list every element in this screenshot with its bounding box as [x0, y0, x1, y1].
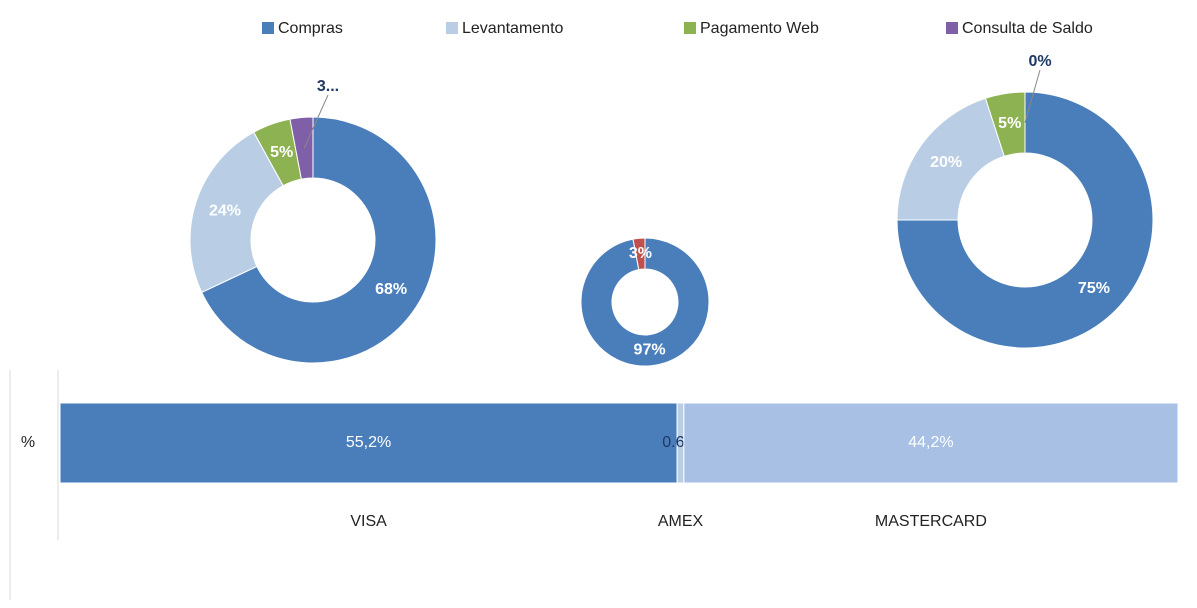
legend-label: Levantamento — [462, 20, 564, 37]
leader-line — [303, 94, 329, 149]
legend-label: Consulta de Saldo — [962, 20, 1093, 37]
x-tick-label: AMEX — [658, 513, 704, 530]
legend-swatch — [262, 22, 274, 34]
x-tick-label: MASTERCARD — [875, 513, 987, 530]
donut-segment — [289, 116, 314, 180]
data-label: 5% — [998, 115, 1021, 132]
y-tick-label: % — [21, 434, 35, 451]
legend-swatch — [946, 22, 958, 34]
donut-segment — [201, 116, 437, 364]
legend-swatch — [684, 22, 696, 34]
donut-segment — [632, 237, 646, 271]
donut-segment — [896, 91, 1154, 349]
bar-segment — [59, 402, 678, 484]
legend-label: Pagamento Web — [700, 20, 819, 37]
bar-segment — [683, 402, 1179, 484]
leader-line — [1024, 69, 1041, 123]
data-label: 68% — [375, 281, 407, 298]
data-label: 24% — [209, 203, 241, 220]
x-tick-label: VISA — [350, 513, 387, 530]
legend-label: Compras — [278, 20, 343, 37]
legend-swatch — [446, 22, 458, 34]
data-label: 0% — [1028, 53, 1051, 70]
donut-segment — [896, 97, 1005, 221]
data-label: 44,2% — [908, 434, 953, 451]
donut-segment — [189, 131, 284, 294]
data-label: 5% — [270, 144, 293, 161]
donut-segment — [580, 237, 710, 367]
data-label: 3... — [317, 78, 339, 95]
data-label: 75% — [1078, 280, 1110, 297]
data-label: 97% — [634, 342, 666, 359]
data-label: 20% — [930, 154, 962, 171]
data-label: 3% — [629, 245, 652, 262]
data-label: 55,2% — [346, 434, 391, 451]
